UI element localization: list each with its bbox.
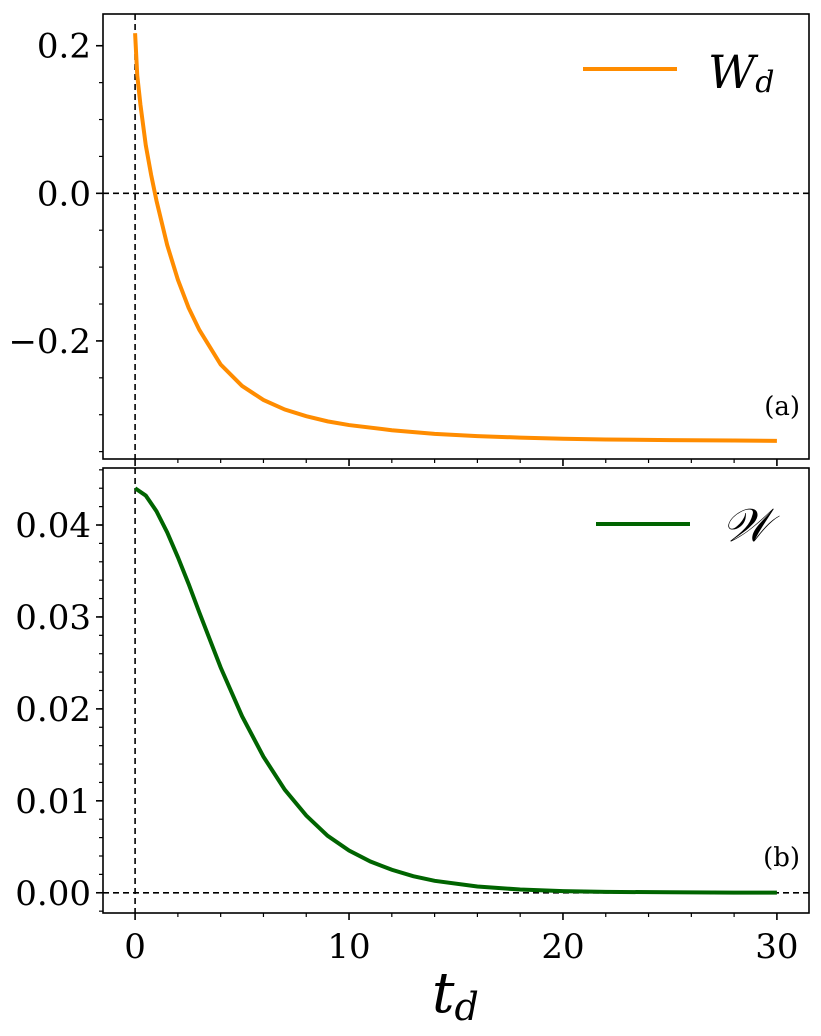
- panel-a-y-tick-label: −0.2: [8, 322, 91, 362]
- panel-b-y-tick-label: 0.02: [15, 690, 91, 730]
- panel-b-x-tick-label: 0: [124, 927, 146, 967]
- panel-b-axes-frame: [102, 467, 810, 914]
- panel-a-y-tick-label: 0.2: [37, 27, 91, 67]
- panel-a: 0.2 0.0 −0.2 Wd (a): [8, 13, 810, 466]
- panel-a-axes-frame: [102, 13, 810, 460]
- x-axis-label: td: [432, 961, 479, 1029]
- panel-b-tag: (b): [763, 843, 800, 873]
- panel-b-y-tick-label: 0.00: [15, 874, 91, 914]
- panel-a-legend: Wd: [583, 45, 775, 100]
- panel-b-y-tick-label: 0.04: [15, 506, 91, 546]
- panel-b-x-tick-label: 30: [755, 927, 798, 967]
- panel-b-major-ticks: 0.04 0.03 0.02 0.01 0.00 0 10 20 30: [15, 506, 798, 967]
- panel-a-y-tick-label: 0.0: [37, 174, 91, 214]
- panel-b-x-tick-label: 20: [541, 927, 584, 967]
- panel-b-series-line-w: [133, 486, 777, 895]
- panel-b-y-tick-label: 0.01: [15, 782, 91, 822]
- panel-b-y-tick-label: 0.03: [15, 598, 91, 638]
- panel-a-legend-label: Wd: [708, 45, 775, 100]
- panel-a-series-line-wd: [133, 33, 777, 443]
- panel-a-tag: (a): [764, 392, 800, 422]
- panel-a-major-ticks: 0.2 0.0 −0.2: [8, 27, 778, 466]
- panel-b-x-tick-label: 10: [327, 927, 370, 967]
